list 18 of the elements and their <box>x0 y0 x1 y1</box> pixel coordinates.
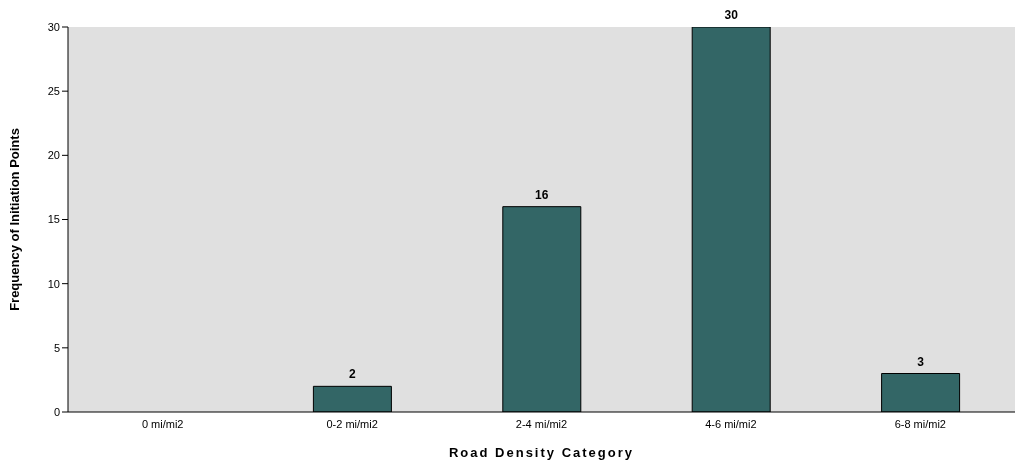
y-tick-label: 5 <box>53 341 60 354</box>
x-tick-label: 2-4 mi/mi2 <box>515 417 568 430</box>
y-tick-label: 15 <box>47 213 60 226</box>
data-label: 3 <box>917 354 925 369</box>
data-label: 30 <box>724 8 739 22</box>
x-tick-label: 0-2 mi/mi2 <box>326 417 378 430</box>
data-label: 16 <box>535 187 549 202</box>
y-tick-label: 20 <box>47 149 60 162</box>
x-axis-title: Road Density Category <box>448 445 635 460</box>
x-tick-label: 0 mi/mi2 <box>141 417 184 430</box>
y-axis-title: Frequency of Initiation Points <box>6 128 22 311</box>
y-tick-label: 0 <box>53 405 60 418</box>
x-tick-label: 4-6 mi/mi2 <box>705 417 757 430</box>
data-label: 2 <box>349 367 357 382</box>
y-tick-label: 30 <box>47 20 60 33</box>
y-tick-label: 10 <box>47 277 60 290</box>
y-tick-label: 25 <box>47 85 60 98</box>
x-tick-label: 6-8 mi/mi2 <box>894 417 946 430</box>
